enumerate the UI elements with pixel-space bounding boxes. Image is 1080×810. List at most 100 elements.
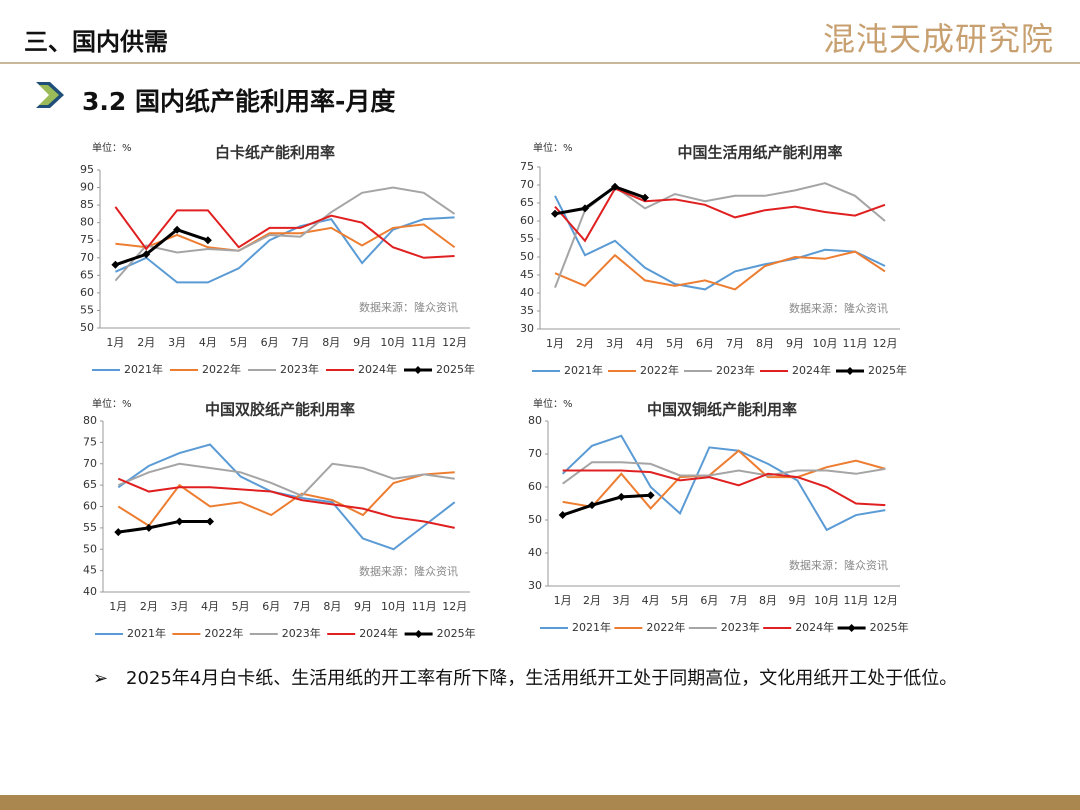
unit-label: 单位：% <box>92 141 132 154</box>
unit-label: 单位：% <box>533 397 573 410</box>
series-line <box>117 443 456 551</box>
series-line <box>562 461 886 485</box>
legend-label: 2023年 <box>282 626 321 640</box>
header-title: 三、国内供需 <box>24 28 168 56</box>
charts: 白卡纸产能利用率单位：%数据来源：隆众资讯5055606570758085909… <box>80 141 909 640</box>
chart-title: 中国双铜纸产能利用率 <box>647 401 797 419</box>
x-tick-label: 12月 <box>442 336 467 349</box>
series-line <box>554 187 886 243</box>
y-tick-label: 45 <box>83 564 97 577</box>
x-tick-label: 10月 <box>813 337 838 350</box>
legend-label: 2022年 <box>640 363 679 377</box>
series-line <box>562 469 886 507</box>
x-tick-label: 2月 <box>576 337 594 350</box>
x-tick-label: 3月 <box>612 594 630 607</box>
series-line <box>554 182 886 288</box>
y-tick-label: 40 <box>83 585 97 598</box>
y-tick-label: 50 <box>83 542 97 555</box>
y-tick-label: 60 <box>528 480 542 493</box>
x-tick-label: 8月 <box>322 336 340 349</box>
x-tick-label: 6月 <box>700 594 718 607</box>
point-marker <box>175 517 184 526</box>
point-marker <box>581 204 589 213</box>
y-tick-label: 65 <box>520 196 534 209</box>
y-tick-label: 85 <box>80 198 94 211</box>
legend-label: 2021年 <box>572 620 611 634</box>
x-tick-label: 1月 <box>546 337 564 350</box>
logo: 混沌天成研究院 <box>822 20 1054 58</box>
point-marker <box>611 182 619 191</box>
legend-marker <box>847 624 856 632</box>
y-tick-label: 90 <box>80 181 94 194</box>
y-tick-label: 55 <box>83 521 97 534</box>
x-tick-label: 3月 <box>170 600 188 613</box>
y-tick-label: 70 <box>520 178 534 191</box>
y-tick-label: 75 <box>520 160 534 173</box>
legend-marker <box>414 366 422 374</box>
point-marker <box>206 517 215 526</box>
y-tick-label: 35 <box>520 304 534 317</box>
legend-label: 2022年 <box>646 620 685 634</box>
x-tick-label: 9月 <box>788 594 806 607</box>
y-tick-label: 65 <box>80 268 94 281</box>
x-tick-label: 11月 <box>411 336 436 349</box>
x-tick-label: 7月 <box>726 337 744 350</box>
x-tick-label: 1月 <box>554 594 572 607</box>
y-tick-label: 50 <box>528 513 542 526</box>
x-tick-label: 1月 <box>109 600 127 613</box>
point-marker <box>646 491 655 500</box>
point-marker <box>588 501 596 510</box>
legend-label: 2025年 <box>436 362 475 376</box>
series-line <box>562 493 651 517</box>
x-tick-label: 5月 <box>671 594 689 607</box>
legend-marker <box>846 367 854 375</box>
y-tick-label: 75 <box>83 435 97 448</box>
x-tick-label: 3月 <box>168 336 186 349</box>
source-label: 数据来源：隆众资讯 <box>359 564 458 578</box>
series-line <box>117 462 455 498</box>
y-tick-label: 70 <box>80 251 94 264</box>
bullet: ➢ 2025年4月白卡纸、生活用纸的开工率有所下降，生活用纸开工处于同期高位，文化… <box>93 666 993 691</box>
bullet-text: 2025年4月白卡纸、生活用纸的开工率有所下降，生活用纸开工处于同期高位，文化用… <box>126 668 958 689</box>
x-tick-label: 9月 <box>786 337 804 350</box>
x-tick-label: 4月 <box>201 600 219 613</box>
x-tick-label: 7月 <box>730 594 748 607</box>
x-tick-label: 5月 <box>666 337 684 350</box>
unit-label: 单位：% <box>533 141 573 154</box>
point-marker <box>173 225 182 234</box>
x-tick-label: 2月 <box>137 336 155 349</box>
x-tick-label: 4月 <box>642 594 660 607</box>
footer-bar <box>0 795 1080 810</box>
y-tick-label: 40 <box>520 286 534 299</box>
x-tick-label: 8月 <box>759 594 777 607</box>
series-line <box>561 434 886 532</box>
x-tick-label: 10月 <box>814 594 839 607</box>
y-tick-label: 80 <box>80 216 94 229</box>
x-tick-label: 8月 <box>323 600 341 613</box>
x-tick-label: 2月 <box>583 594 601 607</box>
legend-label: 2022年 <box>204 626 243 640</box>
y-tick-label: 40 <box>528 546 542 559</box>
legend-label: 2023年 <box>280 362 319 376</box>
x-tick-label: 11月 <box>843 337 868 350</box>
header-rule <box>0 62 1080 64</box>
x-tick-label: 12月 <box>442 600 467 613</box>
series-line <box>114 228 209 267</box>
x-tick-label: 5月 <box>232 600 250 613</box>
source-label: 数据来源：隆众资讯 <box>789 301 888 315</box>
series-line <box>114 206 455 259</box>
section-title: 3.2 国内纸产能利用率-月度 <box>82 87 396 116</box>
x-tick-label: 12月 <box>873 337 898 350</box>
y-tick-label: 70 <box>83 457 97 470</box>
x-tick-label: 4月 <box>636 337 654 350</box>
x-tick-label: 3月 <box>606 337 624 350</box>
legend-label: 2021年 <box>127 626 166 640</box>
point-marker <box>551 209 559 218</box>
legend-label: 2024年 <box>358 362 397 376</box>
x-tick-label: 2月 <box>140 600 158 613</box>
legend-label: 2021年 <box>564 363 603 377</box>
point-marker <box>111 260 120 269</box>
legend-label: 2024年 <box>795 620 834 634</box>
x-tick-label: 9月 <box>354 600 372 613</box>
y-tick-label: 80 <box>83 414 97 427</box>
